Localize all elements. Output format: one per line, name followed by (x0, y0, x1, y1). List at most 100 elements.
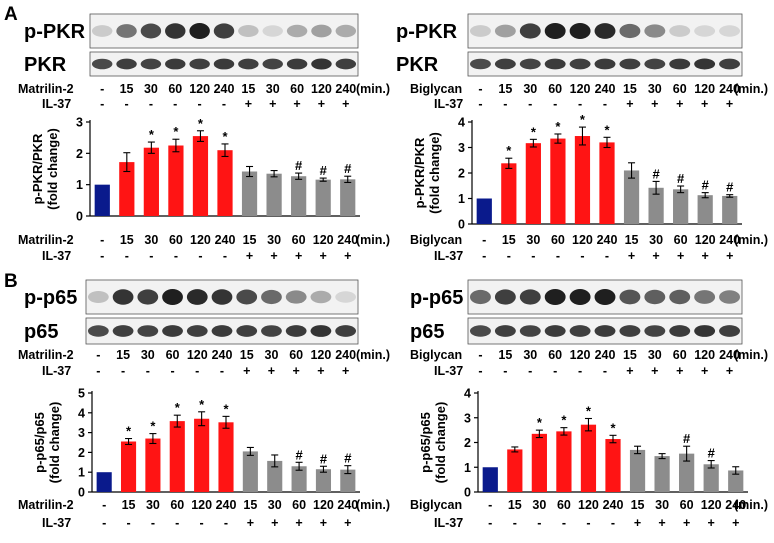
blot-total-band (165, 58, 186, 70)
bar (531, 433, 547, 492)
blot-total-band (189, 58, 210, 70)
timepoint-label: 240 (719, 348, 740, 362)
il37-sign: + (243, 364, 250, 378)
bar (291, 176, 307, 216)
y-axis-title: (fold change) (45, 128, 60, 210)
blot-phospho-band (494, 24, 516, 38)
il37-sign: + (726, 364, 733, 378)
blot-phospho-band (694, 290, 716, 304)
il37-sign: + (271, 516, 278, 530)
timepoint-label: 30 (648, 348, 662, 362)
il37-sign: - (200, 516, 204, 530)
x-tick-label: 15 (502, 233, 516, 247)
significance-mark: * (604, 122, 610, 137)
blot-phospho-band (719, 25, 741, 37)
il37-sign: + (293, 97, 300, 111)
blot-total-band (519, 325, 541, 337)
significance-mark: * (198, 116, 204, 131)
blot-phospho-label: p-p65 (24, 287, 77, 309)
timepoint-label: 30 (266, 82, 280, 96)
blot-phospho-band (261, 289, 282, 305)
blot-phospho-band (91, 25, 113, 37)
bar (267, 460, 283, 492)
x-tick-label: 240 (216, 498, 237, 512)
bar (169, 421, 185, 492)
inhibitor-label: IL-37 (434, 516, 463, 530)
x-tick-label: 120 (701, 498, 722, 512)
inhibitor-label: IL-37 (434, 97, 463, 111)
blot-phospho-band (211, 289, 233, 305)
blot-phospho-band (335, 24, 357, 38)
blot-phospho-band (644, 289, 666, 305)
bar (266, 173, 282, 216)
x-tick-label: 240 (725, 498, 746, 512)
il37-sign: + (344, 516, 351, 530)
y-tick-label: 0 (76, 210, 83, 224)
stimulus-label: Matrilin-2 (18, 82, 74, 96)
bar (722, 195, 738, 224)
y-tick-label: 2 (76, 147, 83, 161)
inhibitor-label: IL-37 (42, 516, 71, 530)
il37-sign: + (295, 516, 302, 530)
il37-sign: + (317, 364, 324, 378)
unit-label: (min.) (356, 498, 390, 512)
blot-total-band (669, 325, 691, 337)
il37-sign: + (652, 249, 659, 263)
timepoint-label: 15 (623, 82, 637, 96)
significance-mark: * (586, 403, 592, 418)
chart-panel-b-left: p-p65p65Matrilin-2IL-37--15-30-60-120-24… (18, 279, 390, 530)
timepoint-label: 120 (311, 82, 332, 96)
blot-total-label: PKR (396, 54, 439, 76)
blot-total-band (644, 325, 666, 337)
il37-sign: - (578, 97, 582, 111)
il37-sign: - (198, 249, 202, 263)
il37-sign: - (223, 249, 227, 263)
inhibitor-label: IL-37 (42, 97, 71, 111)
il37-sign: - (482, 249, 486, 263)
blot-total-band (619, 325, 641, 337)
blot-phospho-label: p-p65 (410, 287, 463, 309)
timepoint-label: 30 (648, 82, 662, 96)
il37-sign: - (151, 516, 155, 530)
blot-phospho-band (619, 289, 641, 305)
il37-sign: + (651, 97, 658, 111)
unit-label: (min.) (734, 498, 768, 512)
bar (217, 150, 233, 216)
il37-sign: - (578, 364, 582, 378)
x-tick-label: 15 (243, 233, 257, 247)
il37-sign: - (528, 97, 532, 111)
blot-phospho-band (594, 23, 616, 39)
bar (340, 469, 356, 492)
stimulus-label: Biglycan (410, 348, 462, 362)
timepoint-label: - (478, 348, 482, 362)
il37-sign: + (732, 516, 739, 530)
blot-total-band (569, 58, 591, 70)
y-tick-label: 4 (458, 116, 465, 130)
bar (629, 449, 646, 492)
bar (242, 451, 258, 492)
il37-sign: - (149, 97, 153, 111)
bar (291, 466, 307, 492)
y-tick-label: 3 (458, 141, 465, 155)
blot-phospho-band (469, 289, 491, 305)
bar (507, 449, 523, 492)
x-tick-label: 240 (603, 498, 624, 512)
blot-total-band (469, 325, 491, 337)
il37-sign: + (247, 516, 254, 530)
il37-sign: + (701, 364, 708, 378)
timepoint-label: 240 (719, 82, 740, 96)
x-tick-label: 60 (674, 233, 688, 247)
blot-total-band (644, 58, 666, 70)
inhibitor-label: IL-37 (434, 364, 463, 378)
il37-sign: - (478, 97, 482, 111)
x-tick-label: 30 (267, 233, 281, 247)
il37-sign: - (198, 97, 202, 111)
bar (623, 170, 640, 224)
il37-sign: - (222, 97, 226, 111)
blot-phospho-band (162, 288, 183, 306)
bar (340, 179, 356, 216)
significance-mark: * (537, 415, 543, 430)
timepoint-label: 15 (498, 348, 512, 362)
x-tick-label: 15 (508, 498, 522, 512)
timepoint-label: 240 (335, 82, 356, 96)
